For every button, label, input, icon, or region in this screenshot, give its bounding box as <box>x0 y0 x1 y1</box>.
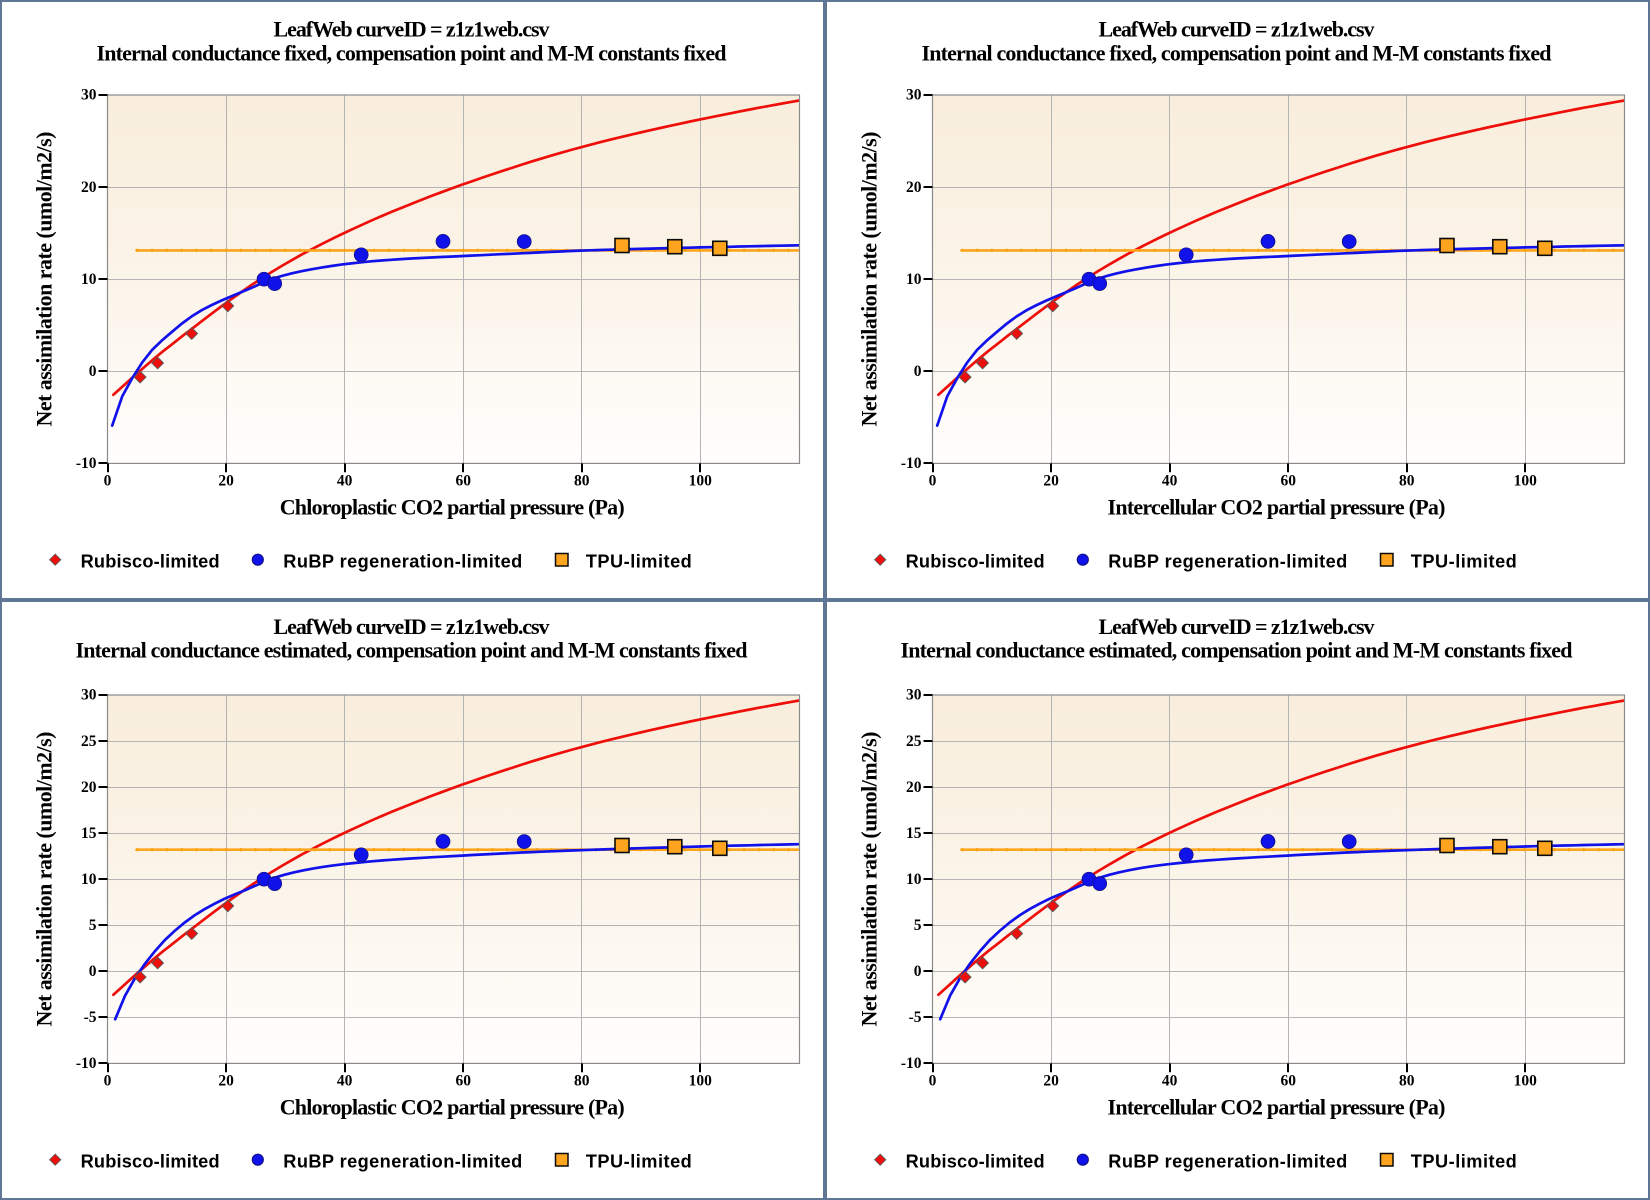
svg-text:RuBP regeneration-limited: RuBP regeneration-limited <box>1108 551 1347 571</box>
svg-text:Net assimilation rate (umol/m2: Net assimilation rate (umol/m2/s) <box>857 132 882 427</box>
svg-text:20: 20 <box>906 779 922 796</box>
svg-text:10: 10 <box>81 871 97 888</box>
svg-text:25: 25 <box>906 733 922 750</box>
svg-text:20: 20 <box>1043 473 1059 490</box>
svg-text:Internal conductance fixed, co: Internal conductance fixed, compensation… <box>97 40 727 65</box>
svg-text:60: 60 <box>455 473 471 490</box>
svg-text:Chloroplastic CO2 partial pres: Chloroplastic CO2 partial pressure (Pa) <box>280 1094 625 1119</box>
svg-text:40: 40 <box>337 1073 353 1090</box>
svg-text:-10: -10 <box>901 455 922 472</box>
svg-text:80: 80 <box>1399 1073 1415 1090</box>
svg-text:100: 100 <box>689 473 713 490</box>
svg-text:5: 5 <box>89 917 97 934</box>
svg-text:TPU-limited: TPU-limited <box>586 551 692 571</box>
svg-text:Rubisco-limited: Rubisco-limited <box>81 551 220 571</box>
svg-text:TPU-limited: TPU-limited <box>586 1151 692 1171</box>
svg-text:RuBP regeneration-limited: RuBP regeneration-limited <box>283 551 522 571</box>
svg-text:-10: -10 <box>901 1055 922 1072</box>
svg-text:Intercellular CO2 partial pres: Intercellular CO2 partial pressure (Pa) <box>1108 1094 1446 1119</box>
svg-text:TPU-limited: TPU-limited <box>1411 1151 1517 1171</box>
svg-text:Net assimilation rate (umol/m2: Net assimilation rate (umol/m2/s) <box>857 732 882 1027</box>
svg-text:0: 0 <box>914 363 922 380</box>
svg-text:0: 0 <box>104 473 112 490</box>
svg-text:15: 15 <box>906 825 922 842</box>
svg-text:-5: -5 <box>84 1009 97 1026</box>
svg-text:Rubisco-limited: Rubisco-limited <box>906 1151 1045 1171</box>
svg-text:60: 60 <box>1280 473 1296 490</box>
svg-text:60: 60 <box>1280 1073 1296 1090</box>
svg-text:0: 0 <box>89 363 97 380</box>
svg-text:0: 0 <box>929 1073 937 1090</box>
svg-text:0: 0 <box>89 963 97 980</box>
svg-text:0: 0 <box>914 963 922 980</box>
svg-text:Chloroplastic CO2 partial pres: Chloroplastic CO2 partial pressure (Pa) <box>280 494 625 519</box>
svg-text:60: 60 <box>455 1073 471 1090</box>
svg-text:20: 20 <box>81 779 97 796</box>
svg-text:0: 0 <box>104 1073 112 1090</box>
svg-text:10: 10 <box>906 271 922 288</box>
svg-text:Net assimilation rate (umol/m2: Net assimilation rate (umol/m2/s) <box>32 132 57 427</box>
svg-text:40: 40 <box>337 473 353 490</box>
svg-text:30: 30 <box>81 687 97 704</box>
svg-text:-10: -10 <box>76 455 97 472</box>
svg-text:LeafWeb curveID = z1z1web.csv: LeafWeb curveID = z1z1web.csv <box>1099 16 1375 41</box>
svg-text:10: 10 <box>81 271 97 288</box>
svg-text:40: 40 <box>1162 473 1178 490</box>
svg-text:15: 15 <box>81 825 97 842</box>
svg-text:80: 80 <box>574 1073 590 1090</box>
svg-text:100: 100 <box>689 1073 713 1090</box>
svg-text:100: 100 <box>1514 473 1538 490</box>
svg-text:RuBP regeneration-limited: RuBP regeneration-limited <box>283 1151 522 1171</box>
svg-text:30: 30 <box>906 687 922 704</box>
svg-text:20: 20 <box>81 179 97 196</box>
svg-text:Rubisco-limited: Rubisco-limited <box>81 1151 220 1171</box>
svg-text:LeafWeb curveID = z1z1web.csv: LeafWeb curveID = z1z1web.csv <box>1099 614 1375 639</box>
svg-text:20: 20 <box>218 1073 234 1090</box>
svg-text:TPU-limited: TPU-limited <box>1411 551 1517 571</box>
svg-text:Rubisco-limited: Rubisco-limited <box>906 551 1045 571</box>
svg-text:Net assimilation rate (umol/m2: Net assimilation rate (umol/m2/s) <box>32 732 57 1027</box>
svg-text:100: 100 <box>1514 1073 1538 1090</box>
svg-text:LeafWeb curveID = z1z1web.csv: LeafWeb curveID = z1z1web.csv <box>274 614 550 639</box>
svg-text:Internal conductance fixed, co: Internal conductance fixed, compensation… <box>922 40 1552 65</box>
svg-text:5: 5 <box>914 917 922 934</box>
svg-text:RuBP regeneration-limited: RuBP regeneration-limited <box>1108 1151 1347 1171</box>
svg-text:20: 20 <box>906 179 922 196</box>
svg-text:Intercellular CO2 partial pres: Intercellular CO2 partial pressure (Pa) <box>1108 494 1446 519</box>
svg-text:0: 0 <box>929 473 937 490</box>
svg-text:30: 30 <box>906 87 922 104</box>
svg-text:LeafWeb curveID = z1z1web.csv: LeafWeb curveID = z1z1web.csv <box>274 16 550 41</box>
svg-text:30: 30 <box>81 87 97 104</box>
svg-text:80: 80 <box>1399 473 1415 490</box>
svg-text:20: 20 <box>218 473 234 490</box>
svg-text:40: 40 <box>1162 1073 1178 1090</box>
svg-text:80: 80 <box>574 473 590 490</box>
svg-text:Internal conductance estimated: Internal conductance estimated, compensa… <box>76 637 748 662</box>
svg-text:-5: -5 <box>909 1009 922 1026</box>
svg-text:25: 25 <box>81 733 97 750</box>
svg-text:10: 10 <box>906 871 922 888</box>
svg-text:Internal conductance estimated: Internal conductance estimated, compensa… <box>901 637 1573 662</box>
svg-text:20: 20 <box>1043 1073 1059 1090</box>
svg-text:-10: -10 <box>76 1055 97 1072</box>
